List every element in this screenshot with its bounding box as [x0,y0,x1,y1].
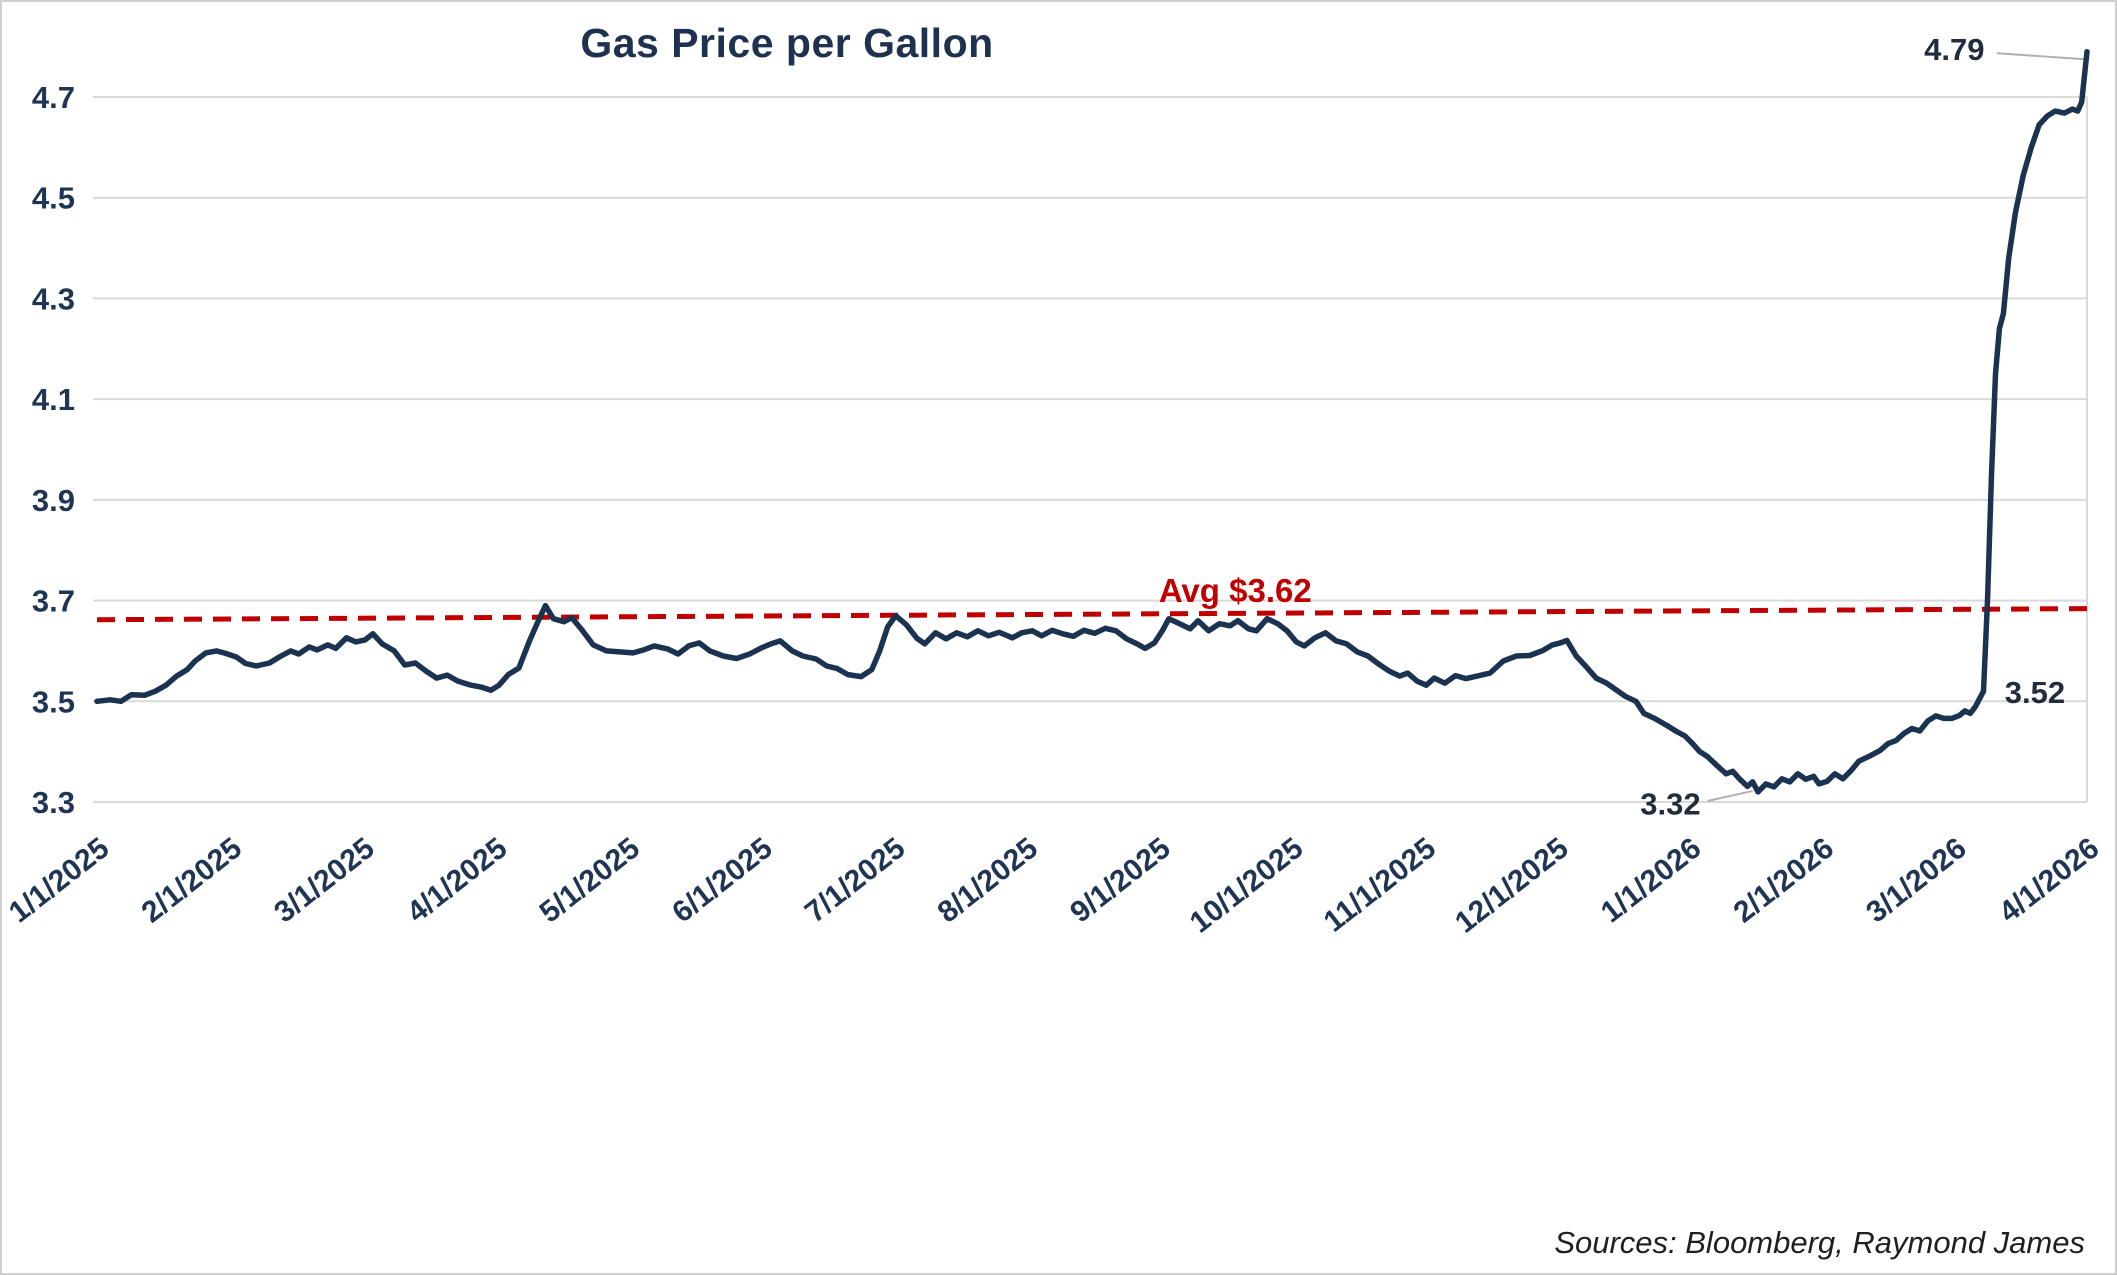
annotation-leader-line [1996,52,2085,61]
source-note: Sources: Bloomberg, Raymond James [1554,1225,2085,1260]
x-tick-label: 5/1/2025 [534,832,646,930]
x-tick-label: 9/1/2025 [1064,832,1176,930]
x-tick-label: 6/1/2025 [666,832,778,930]
x-tick-label: 8/1/2025 [932,832,1044,930]
average-label: Avg $3.62 [1159,572,1312,609]
x-tick-label: 2/1/2025 [136,832,248,930]
x-tick-label: 10/1/2025 [1184,832,1309,940]
annotation-3.32: 3.32 [1640,787,1700,822]
average-dashed-line [96,606,2091,623]
chart-title: Gas Price per Gallon [580,20,994,66]
y-tick-label: 4.1 [32,382,75,417]
x-tick-label: 12/1/2025 [1449,832,1574,940]
x-tick-label: 1/1/2026 [1595,832,1707,930]
x-tick-label: 7/1/2025 [799,832,911,930]
annotation-4.79: 4.79 [1924,32,1984,67]
y-tick-label: 4.7 [32,80,75,115]
x-tick-label: 4/1/2026 [1993,832,2105,930]
annotation-leader-line [1707,789,1753,802]
x-tick-label: 3/1/2026 [1860,832,1972,930]
y-tick-label: 3.7 [32,584,75,619]
y-tick-label: 4.3 [32,281,75,316]
y-tick-label: 4.5 [32,181,75,216]
x-tick-label: 1/1/2025 [3,832,115,930]
price-line [94,48,2090,795]
annotation-3.52: 3.52 [2005,675,2065,710]
x-tick-label: 3/1/2025 [268,832,380,930]
x-tick-label: 11/1/2025 [1318,832,1442,939]
x-tick-label: 4/1/2025 [401,832,513,930]
y-tick-label: 3.9 [32,483,75,518]
x-tick-label: 2/1/2026 [1728,832,1840,930]
y-tick-label: 3.5 [32,684,75,719]
y-tick-label: 3.3 [32,785,75,820]
